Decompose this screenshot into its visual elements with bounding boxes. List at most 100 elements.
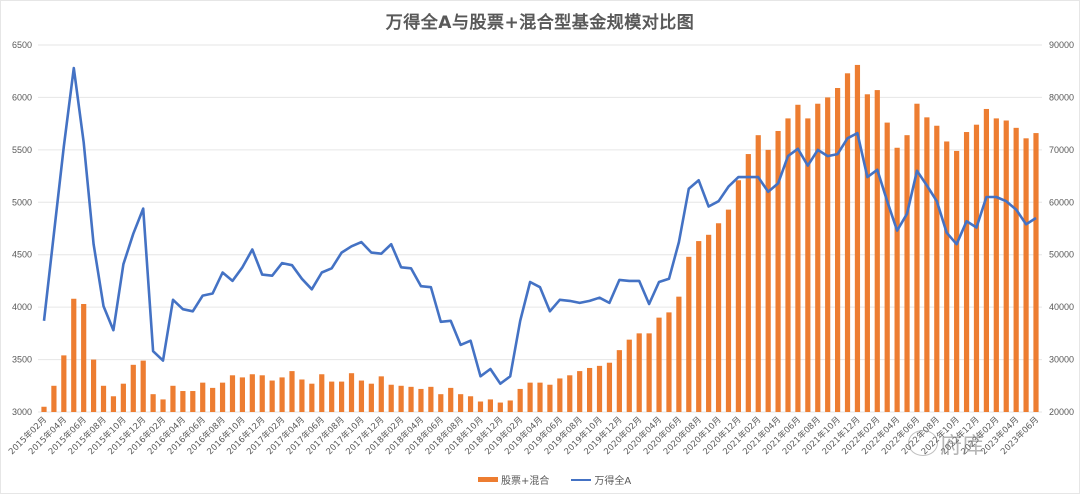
legend: 股票+混合 万得全A xyxy=(478,472,631,487)
legend-item-line: 万得全A xyxy=(571,472,631,487)
bar xyxy=(150,394,156,412)
bar-swatch-icon xyxy=(478,477,498,482)
bar xyxy=(408,386,414,412)
bar xyxy=(219,382,226,412)
bar xyxy=(596,365,603,412)
left-axis-tick: 4500 xyxy=(12,250,32,260)
bar xyxy=(309,383,315,412)
bar xyxy=(180,391,186,412)
bar xyxy=(537,382,543,412)
bar xyxy=(944,141,950,412)
bar xyxy=(567,375,573,412)
bar xyxy=(418,388,424,412)
bar xyxy=(269,380,275,412)
bar xyxy=(517,388,523,412)
bar xyxy=(339,381,345,412)
left-axis-tick: 3500 xyxy=(12,355,32,365)
bar xyxy=(100,385,107,412)
line-swatch-icon xyxy=(571,478,592,481)
legend-bar-label: 股票+混合 xyxy=(501,476,550,487)
bar xyxy=(963,132,970,412)
bar xyxy=(229,375,236,412)
bar xyxy=(686,256,692,412)
right-axis: 20000 30000 40000 50000 60000 70000 80000 90000 xyxy=(1049,40,1074,417)
bar xyxy=(785,118,791,413)
bar xyxy=(368,383,374,412)
bar xyxy=(249,374,255,412)
bar xyxy=(61,355,67,412)
bar xyxy=(993,118,999,413)
bar xyxy=(130,364,136,412)
right-axis-tick: 50000 xyxy=(1049,250,1074,260)
bar xyxy=(1023,138,1029,412)
bar xyxy=(636,333,642,412)
bar xyxy=(725,209,732,412)
right-axis-tick: 40000 xyxy=(1049,302,1074,312)
bar xyxy=(616,350,622,412)
bar xyxy=(438,394,444,412)
bar xyxy=(547,384,553,412)
watermark: 府库 xyxy=(940,434,985,459)
bar xyxy=(458,394,464,412)
wechat-logo-icon xyxy=(908,430,938,456)
bar xyxy=(210,387,216,412)
bar xyxy=(973,124,980,412)
bar xyxy=(398,385,404,412)
bar xyxy=(646,333,652,412)
bar xyxy=(41,406,47,412)
right-axis-tick: 70000 xyxy=(1049,145,1074,155)
bar xyxy=(289,371,295,412)
bar xyxy=(745,154,751,412)
bar xyxy=(954,150,960,413)
chart-title: 万得全A与股票+混合型基金规模对比图 xyxy=(385,13,695,33)
left-axis-tick: 5000 xyxy=(12,197,32,207)
bar xyxy=(775,130,781,413)
bar xyxy=(487,399,493,412)
bar xyxy=(755,135,761,413)
bar xyxy=(765,149,771,412)
bar xyxy=(81,303,87,412)
left-axis-tick: 6500 xyxy=(12,40,32,50)
legend-item-bar: 股票+混合 xyxy=(478,472,549,487)
bar xyxy=(835,87,841,413)
right-axis-tick: 20000 xyxy=(1049,407,1074,417)
bar xyxy=(329,381,335,412)
bar xyxy=(715,223,722,412)
bar xyxy=(279,377,285,412)
bar xyxy=(924,117,930,412)
bar xyxy=(735,180,741,412)
bar xyxy=(170,385,176,412)
bar xyxy=(190,391,196,412)
bar xyxy=(1033,133,1039,412)
left-axis-tick: 3000 xyxy=(12,407,32,417)
gridlines xyxy=(38,44,1042,413)
bar-series-fund-size xyxy=(41,64,1039,413)
bar xyxy=(527,382,533,412)
bar xyxy=(666,312,672,412)
bar xyxy=(477,401,484,412)
left-axis-tick: 5500 xyxy=(12,145,32,155)
bar xyxy=(934,125,940,413)
bar xyxy=(388,384,394,412)
bar xyxy=(874,90,880,413)
bar xyxy=(864,94,870,412)
bar xyxy=(815,103,821,412)
bar xyxy=(467,396,474,412)
line-path xyxy=(42,66,1037,386)
right-axis-tick: 60000 xyxy=(1049,197,1074,207)
bar xyxy=(854,64,861,413)
bar xyxy=(696,241,702,412)
bar xyxy=(160,399,166,412)
bar xyxy=(120,383,126,412)
line-series-wind-a xyxy=(42,66,1037,386)
bar xyxy=(626,339,632,412)
legend-line-label: 万得全A xyxy=(594,476,632,487)
right-axis-tick: 30000 xyxy=(1049,355,1074,365)
bar xyxy=(914,103,920,412)
left-axis-tick: 6000 xyxy=(12,92,32,102)
left-axis-tick: 4000 xyxy=(12,302,32,312)
bar xyxy=(71,298,77,412)
bar xyxy=(428,386,434,412)
x-axis-labels: 2015年02月2015年04月2015年06月2015年08月2015年10月… xyxy=(6,414,1041,457)
bar xyxy=(904,135,910,413)
